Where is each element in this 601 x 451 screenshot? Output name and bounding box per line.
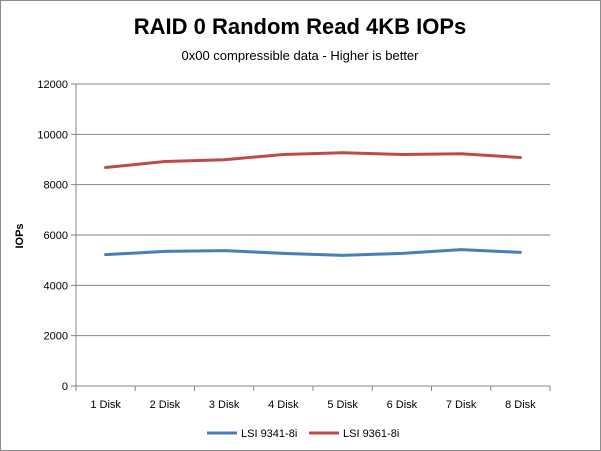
y-tick-label: 4000: [44, 280, 68, 292]
y-tick-label: 2000: [44, 331, 68, 343]
x-tick-label: 3 Disk: [209, 399, 240, 411]
y-tick-label: 8000: [44, 180, 68, 192]
legend-label: LSI 9341-8i: [241, 428, 297, 440]
series-line-1: [104, 248, 522, 257]
legend-label: LSI 9361-8i: [343, 428, 399, 440]
x-tick-label: 2 Disk: [150, 399, 181, 411]
x-tick-label: 6 Disk: [387, 399, 418, 411]
chart-title: RAID 0 Random Read 4KB IOPs: [134, 14, 467, 39]
x-tick-label: 4 Disk: [268, 399, 299, 411]
x-tick-label: 1 Disk: [90, 399, 121, 411]
y-tick-label: 10000: [37, 129, 68, 141]
y-tick-label: 0: [62, 381, 68, 393]
y-tick-label: 12000: [37, 79, 68, 91]
legend: LSI 9341-8i LSI 9361-8i: [207, 428, 399, 440]
plot-area: 0 2000 4000 6000 8000 10000 12000 1 Disk 2 Disk 3…: [37, 79, 551, 411]
chart-subtitle: 0x00 compressible data - Higher is bette…: [181, 48, 419, 63]
y-tick-label: 6000: [44, 230, 68, 242]
series-line-2: [104, 151, 522, 170]
x-tick-label: 7 Disk: [446, 399, 477, 411]
x-tick-label: 8 Disk: [505, 399, 536, 411]
x-tick-label: 5 Disk: [327, 399, 358, 411]
y-axis-label: IOPs: [14, 223, 26, 248]
